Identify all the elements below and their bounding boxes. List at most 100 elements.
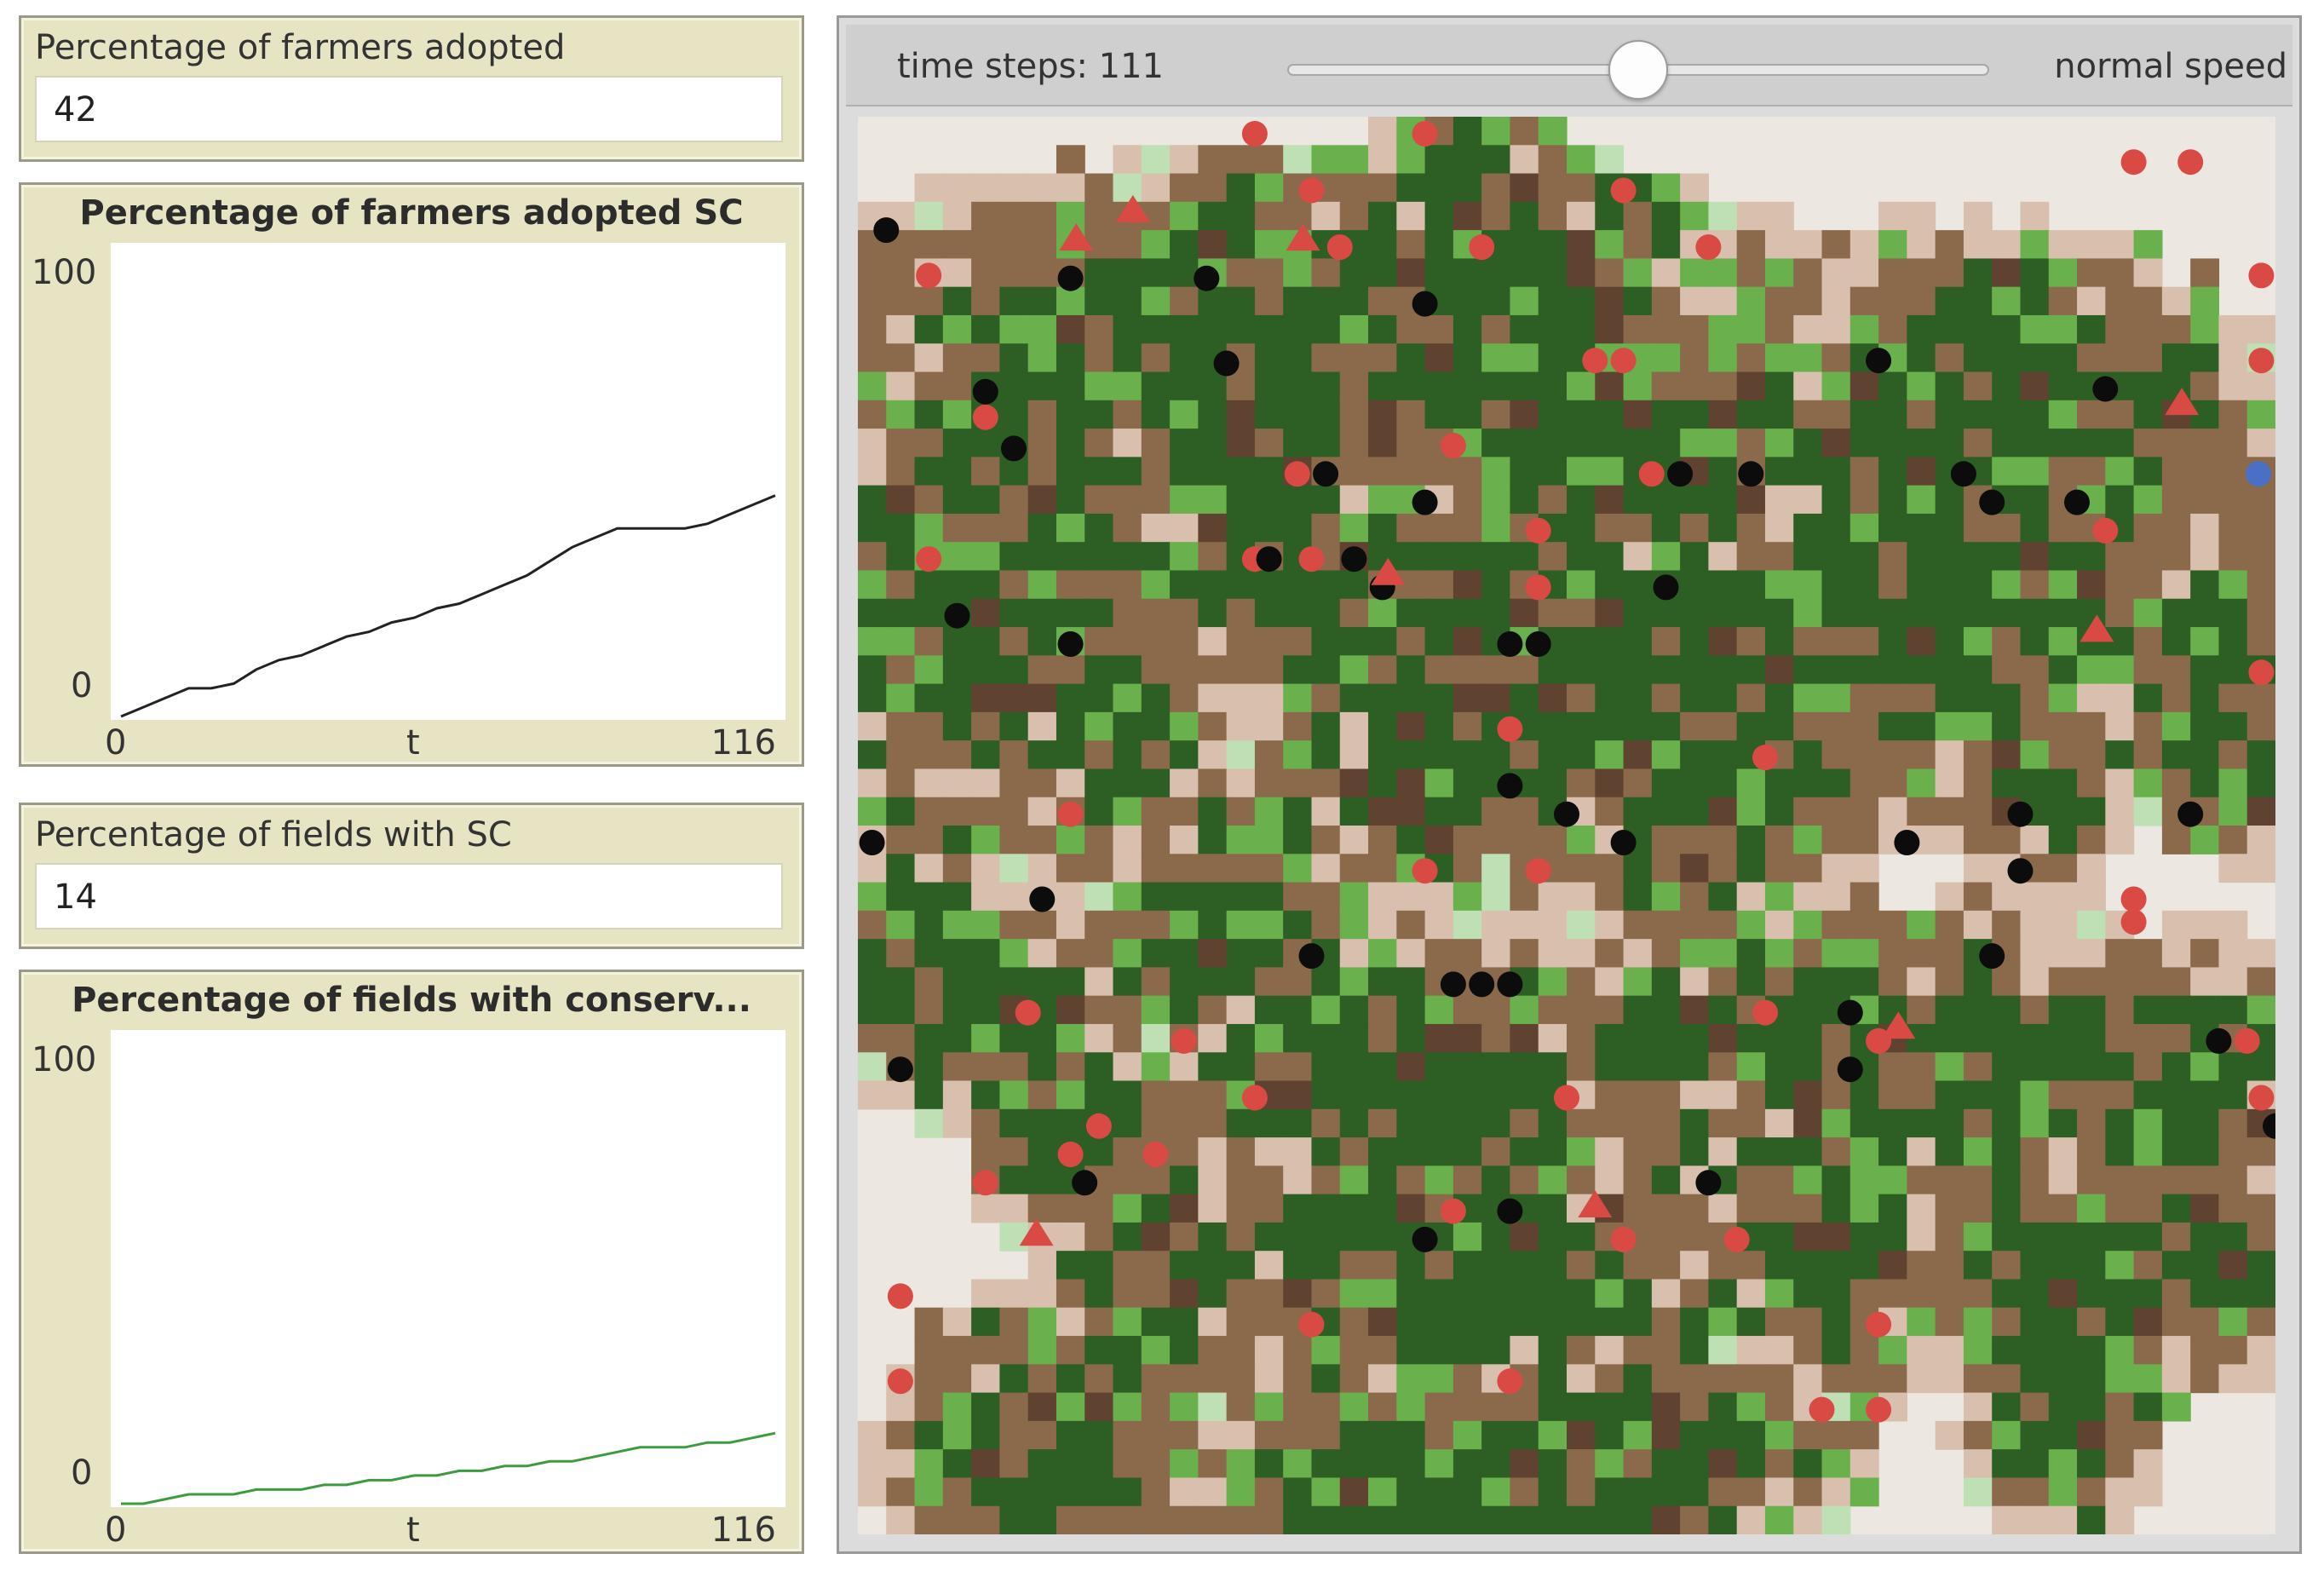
world-view[interactable]: [858, 117, 2275, 1534]
farmer-red-circle[interactable]: [1525, 574, 1551, 601]
farmer-red-circle[interactable]: [1554, 1085, 1579, 1111]
farmer-red-circle[interactable]: [1497, 1368, 1523, 1395]
farmer-red-triangle[interactable]: [1115, 194, 1150, 222]
farmer-black-circle[interactable]: [1213, 350, 1240, 377]
farmer-black-circle[interactable]: [1029, 886, 1056, 912]
farmer-red-circle[interactable]: [2120, 886, 2147, 912]
farmer-red-triangle[interactable]: [1286, 223, 1320, 251]
farmer-red-circle[interactable]: [2248, 1085, 2275, 1111]
farmer-red-circle[interactable]: [2092, 517, 2119, 544]
farmer-red-circle[interactable]: [2177, 149, 2204, 176]
farmer-red-circle[interactable]: [1525, 858, 1551, 884]
farmer-red-circle[interactable]: [1752, 745, 1778, 771]
farmer-black-circle[interactable]: [2263, 1113, 2275, 1139]
farmer-red-circle[interactable]: [1440, 433, 1466, 458]
farmer-red-circle[interactable]: [1171, 1027, 1197, 1054]
farmer-black-circle[interactable]: [1894, 830, 1920, 855]
farmer-red-circle[interactable]: [2234, 1027, 2260, 1054]
farmer-red-triangle[interactable]: [1371, 557, 1406, 585]
farmer-red-circle[interactable]: [1440, 1198, 1466, 1224]
farmer-red-circle[interactable]: [1469, 234, 1495, 261]
farmer-black-circle[interactable]: [1313, 461, 1339, 487]
farmer-black-circle[interactable]: [1837, 999, 1863, 1026]
farmer-black-circle[interactable]: [1412, 1226, 1438, 1252]
farmer-black-circle[interactable]: [1979, 943, 2005, 970]
farmer-black-circle[interactable]: [1341, 546, 1367, 573]
farmer-black-circle[interactable]: [1866, 348, 1892, 374]
farmer-red-circle[interactable]: [1015, 999, 1041, 1026]
farmer-black-circle[interactable]: [2064, 489, 2090, 515]
farmer-red-circle[interactable]: [1723, 1226, 1750, 1252]
farmer-black-circle[interactable]: [1497, 971, 1523, 998]
farmer-red-circle[interactable]: [1752, 999, 1778, 1026]
farmer-black-circle[interactable]: [1440, 971, 1466, 998]
farmer-red-circle[interactable]: [1610, 177, 1637, 204]
farmer-black-circle[interactable]: [1057, 265, 1084, 291]
farmer-red-circle[interactable]: [2248, 262, 2275, 289]
farmer-red-circle[interactable]: [2248, 348, 2275, 374]
farmer-red-circle[interactable]: [1085, 1113, 1112, 1139]
farmer-red-circle[interactable]: [972, 404, 998, 430]
farmer-black-circle[interactable]: [1667, 461, 1694, 487]
farmer-red-circle[interactable]: [1057, 801, 1084, 827]
farmer-black-circle[interactable]: [944, 602, 970, 629]
farmer-red-circle[interactable]: [1412, 121, 1438, 147]
farmer-red-circle[interactable]: [887, 1368, 913, 1395]
farmer-red-circle[interactable]: [1412, 858, 1438, 884]
farmer-red-triangle[interactable]: [2080, 614, 2114, 642]
farmer-black-circle[interactable]: [1554, 801, 1579, 827]
farmer-black-circle[interactable]: [2092, 376, 2119, 402]
farmer-black-circle[interactable]: [1497, 1198, 1523, 1224]
farmer-black-circle[interactable]: [1469, 971, 1495, 998]
farmer-black-circle[interactable]: [1256, 546, 1282, 573]
farmer-red-circle[interactable]: [916, 546, 942, 573]
farmer-red-circle[interactable]: [1638, 461, 1665, 487]
farmer-red-circle[interactable]: [1610, 348, 1637, 374]
farmer-black-circle[interactable]: [1298, 943, 1325, 970]
farmer-black-circle[interactable]: [1497, 773, 1523, 799]
farmer-red-circle[interactable]: [1582, 348, 1608, 374]
farmer-red-circle[interactable]: [1866, 1311, 1892, 1338]
farmer-black-circle[interactable]: [873, 217, 900, 244]
farmer-red-circle[interactable]: [1298, 177, 1325, 204]
farmer-black-circle[interactable]: [1695, 1170, 1722, 1196]
farmer-blue-circle[interactable]: [2246, 461, 2271, 487]
farmer-black-circle[interactable]: [2177, 801, 2204, 827]
farmer-red-circle[interactable]: [1497, 716, 1523, 742]
farmer-red-circle[interactable]: [1610, 1226, 1637, 1252]
farmer-red-circle[interactable]: [1326, 234, 1353, 261]
farmer-black-circle[interactable]: [2007, 858, 2034, 884]
farmer-red-circle[interactable]: [1241, 121, 1268, 147]
world-canvas[interactable]: [858, 117, 2275, 1534]
farmer-black-circle[interactable]: [1412, 291, 1438, 317]
farmer-red-circle[interactable]: [1298, 546, 1325, 573]
farmer-black-circle[interactable]: [1072, 1170, 1098, 1196]
farmer-red-circle[interactable]: [1241, 1085, 1268, 1111]
farmer-red-circle[interactable]: [1695, 234, 1722, 261]
farmer-black-circle[interactable]: [1979, 489, 2005, 515]
farmer-black-circle[interactable]: [1057, 631, 1084, 657]
farmer-red-triangle[interactable]: [1578, 1189, 1613, 1217]
farmer-red-circle[interactable]: [1866, 1396, 1892, 1423]
farmer-black-circle[interactable]: [2007, 801, 2034, 827]
farmer-black-circle[interactable]: [972, 378, 998, 405]
farmer-black-circle[interactable]: [1194, 265, 1220, 291]
farmer-black-circle[interactable]: [1738, 461, 1764, 487]
farmer-red-triangle[interactable]: [2165, 388, 2200, 416]
farmer-red-circle[interactable]: [1142, 1142, 1169, 1167]
farmer-black-circle[interactable]: [1001, 435, 1027, 462]
farmer-red-circle[interactable]: [916, 262, 942, 289]
farmer-red-circle[interactable]: [2248, 659, 2275, 686]
farmer-black-circle[interactable]: [1837, 1056, 1863, 1083]
speed-slider-thumb[interactable]: [1608, 40, 1668, 100]
farmer-black-circle[interactable]: [2206, 1027, 2232, 1054]
farmer-black-circle[interactable]: [1412, 489, 1438, 515]
farmer-red-circle[interactable]: [2120, 149, 2147, 176]
farmer-red-circle[interactable]: [887, 1283, 913, 1309]
farmer-red-circle[interactable]: [972, 1170, 998, 1196]
farmer-black-circle[interactable]: [1950, 461, 1976, 487]
farmer-black-circle[interactable]: [887, 1056, 913, 1083]
farmer-red-circle[interactable]: [2120, 909, 2147, 935]
farmer-red-triangle[interactable]: [1019, 1218, 1054, 1246]
farmer-black-circle[interactable]: [1525, 631, 1551, 657]
